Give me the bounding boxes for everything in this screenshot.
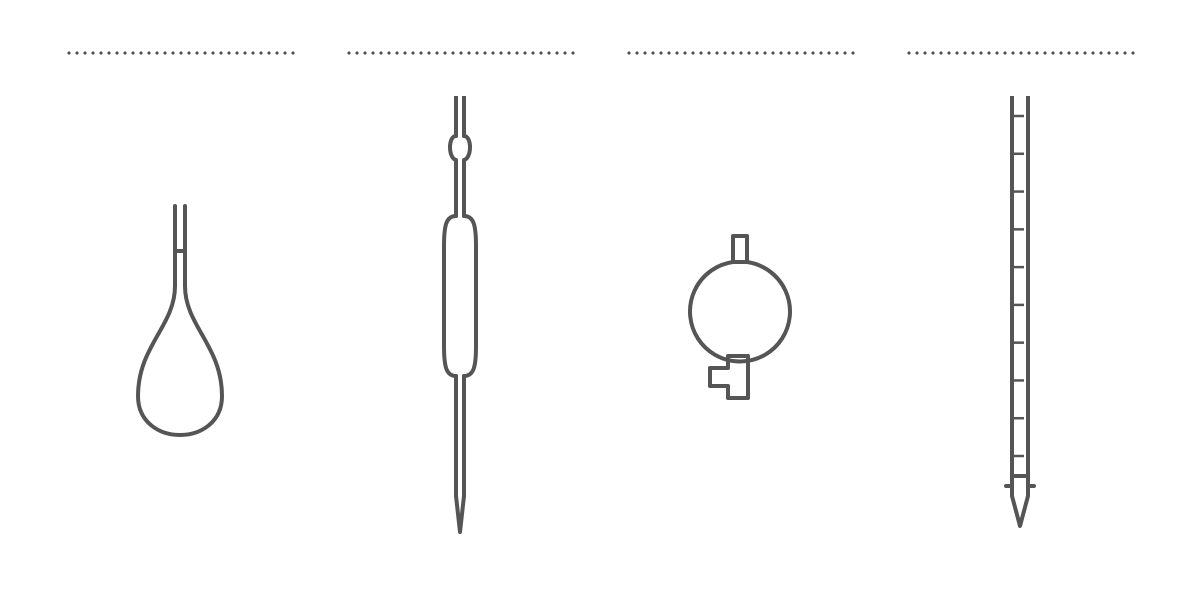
volumetric-flask-icon [120,86,240,566]
pycnometer-icon [670,86,810,566]
volumetric-flask-column [50,50,310,566]
label-placeholder-line [625,50,855,56]
label-placeholder-line [905,50,1135,56]
burette-icon [1000,86,1040,566]
volumetric-pipette-icon [430,86,490,566]
label-placeholder-line [345,50,575,56]
pycnometer-column [610,50,870,566]
volumetric-pipette-column [330,50,590,566]
label-placeholder-line [65,50,295,56]
burette-column [890,50,1150,566]
